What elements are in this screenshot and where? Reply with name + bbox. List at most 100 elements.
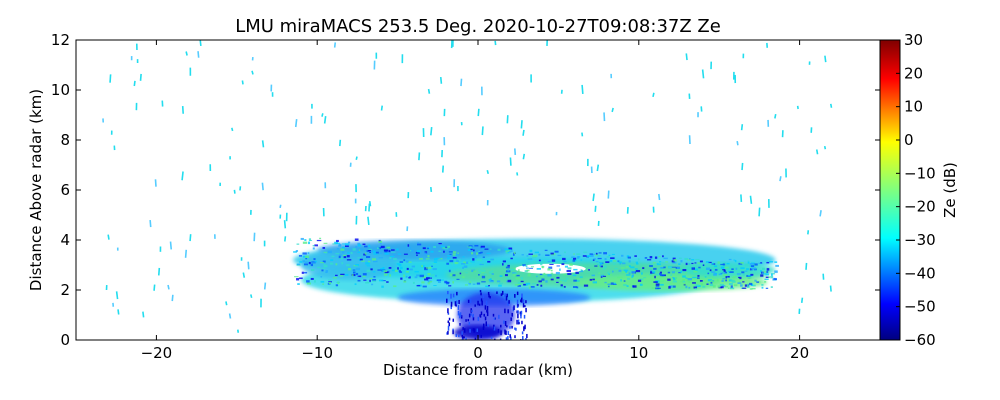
echo-speckle — [656, 263, 662, 266]
echo-speckle — [556, 281, 559, 283]
core-speckle — [455, 300, 458, 305]
echo-speckle — [688, 286, 691, 289]
echo-speckle — [740, 267, 745, 269]
echo-speckle — [738, 276, 740, 279]
echo-speckle — [332, 243, 337, 245]
echo-speckle — [727, 287, 730, 289]
echo-speckle — [381, 285, 384, 288]
core-speckle — [519, 311, 522, 315]
clutter-streak — [321, 113, 324, 117]
echo-speckle — [436, 279, 441, 281]
echo-speckle — [359, 258, 363, 261]
echo-speckle — [702, 285, 706, 288]
clutter-streak — [819, 210, 822, 217]
core-speckle — [509, 334, 511, 338]
echo-speckle — [641, 272, 643, 275]
core-speckle — [457, 310, 460, 316]
core-speckle — [522, 302, 525, 308]
echo-speckle — [416, 254, 418, 256]
echo-speckle — [576, 278, 580, 280]
core-speckle — [480, 298, 482, 302]
echo-speckle — [695, 288, 697, 290]
y-tick-label: 8 — [60, 131, 70, 149]
echo-speckle — [529, 267, 534, 269]
echo-speckle — [335, 284, 339, 287]
echo-speckle — [431, 274, 435, 277]
echo-speckle — [529, 249, 533, 253]
colorbar-tick-label: −10 — [904, 164, 936, 182]
echo-speckle — [709, 269, 712, 272]
core-speckle — [450, 304, 453, 310]
clutter-streak — [355, 156, 358, 161]
core-speckle — [468, 313, 471, 318]
echo-speckle — [687, 266, 691, 269]
echo-speckle — [560, 286, 565, 289]
echo-speckle — [592, 278, 595, 281]
echo-speckle — [653, 281, 658, 283]
echo-speckle — [747, 261, 750, 264]
echo-speckle — [345, 243, 350, 246]
echo-speckle — [325, 252, 327, 254]
echo-speckle — [746, 283, 749, 286]
echo-speckle — [372, 250, 376, 253]
echo-speckle — [673, 285, 676, 288]
echo-speckle — [448, 251, 453, 253]
clutter-streak — [171, 294, 174, 302]
clutter-streak — [829, 103, 833, 108]
core-speckle — [514, 327, 516, 330]
core-speckle — [508, 300, 510, 304]
echo-speckle — [775, 264, 779, 267]
echo-speckle — [750, 269, 754, 271]
echo-speckle — [388, 250, 391, 253]
echo-speckle — [579, 276, 583, 278]
clutter-streak — [169, 241, 173, 250]
clutter-streak — [185, 51, 188, 56]
echo-speckle — [620, 254, 624, 257]
echo-speckle — [378, 252, 383, 254]
echo-speckle — [706, 267, 711, 271]
echo-speckle — [464, 261, 469, 265]
echo-speckle — [618, 261, 622, 264]
echo-speckle — [544, 249, 548, 251]
echo-speckle — [699, 279, 703, 282]
echo-speckle — [470, 248, 473, 251]
echo-speckle — [504, 273, 508, 277]
echo-speckle — [319, 237, 322, 240]
clutter-streak — [294, 119, 298, 128]
echo-speckle — [452, 251, 457, 254]
clutter-streak — [142, 311, 145, 318]
echo-speckle — [731, 268, 734, 270]
echo-speckle — [446, 282, 450, 285]
echo-speckle — [559, 279, 564, 282]
echo-speckle — [540, 263, 543, 266]
echo-speckle — [295, 250, 299, 252]
echo-speckle — [618, 269, 622, 272]
clutter-streak — [658, 193, 661, 201]
echo-speckle — [668, 266, 672, 268]
echo-speckle — [593, 278, 597, 281]
echo-speckle — [383, 273, 388, 276]
echo-speckle — [524, 270, 528, 273]
echo-speckle — [520, 277, 524, 280]
echo-speckle — [723, 274, 728, 277]
echo-speckle — [322, 247, 326, 249]
echo-speckle — [705, 261, 710, 263]
clutter-streak — [184, 249, 188, 258]
echo-speckle — [528, 253, 533, 255]
clutter-streak — [749, 195, 753, 204]
clutter-streak — [333, 42, 337, 48]
echo-speckle — [667, 278, 671, 281]
echo-speckle — [340, 248, 345, 251]
echo-speckle — [406, 267, 409, 270]
echo-speckle — [384, 252, 389, 255]
echo-speckle — [550, 269, 553, 272]
clutter-streak — [261, 182, 264, 191]
echo-speckle — [498, 284, 502, 287]
echo-speckle — [447, 255, 451, 257]
echo-speckle — [357, 251, 360, 253]
echo-speckle — [765, 287, 769, 289]
clutter-streak — [380, 105, 384, 111]
echo-speckle — [556, 276, 560, 279]
echo-speckle — [760, 270, 762, 273]
x-tick-label: 10 — [629, 344, 648, 362]
